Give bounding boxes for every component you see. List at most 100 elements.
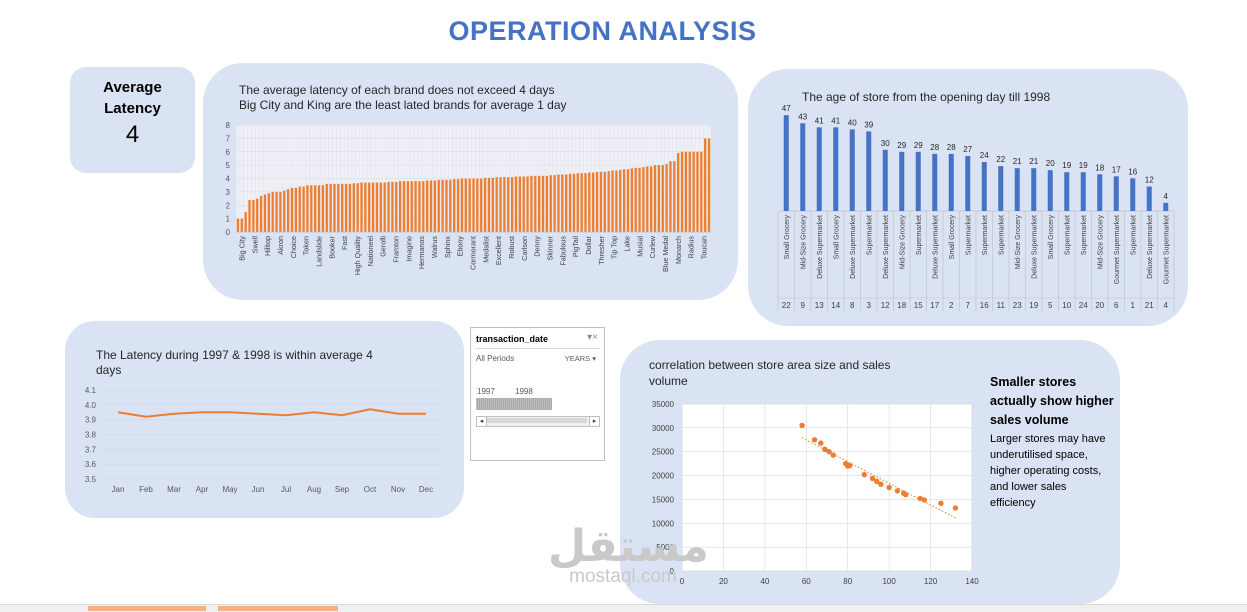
store-type-label: Mid-Size Grocery: [800, 215, 807, 270]
date-slicer[interactable]: transaction_date ▾× All Periods YEARS ▾ …: [470, 327, 605, 461]
y-tick-label: 7: [226, 134, 231, 143]
brand-bar: [499, 177, 502, 232]
slicer-selection-bar[interactable]: [476, 398, 552, 410]
x-tick-label: Robust: [507, 236, 516, 259]
scatter-point: [826, 449, 832, 455]
y-tick-label: 15000: [652, 495, 675, 504]
brand-bar: [410, 181, 413, 232]
scatter-point: [938, 500, 944, 506]
brand-bar: [248, 199, 251, 232]
sheet-tab[interactable]: [218, 606, 338, 611]
slicer-scrollbar[interactable]: ◂ ▸: [476, 416, 600, 427]
y-tick-label: 3.5: [85, 475, 97, 484]
store-type-label: Deluxe Supermarket: [932, 215, 939, 279]
age-bar: [1031, 168, 1037, 211]
age-bar: [866, 131, 872, 211]
x-tick-label: May: [222, 485, 237, 494]
sheet-tab[interactable]: [88, 606, 206, 611]
store-id-label: 12: [881, 301, 890, 310]
store-id-label: 13: [815, 301, 824, 310]
brand-bar: [321, 185, 325, 232]
age-data-label: 39: [864, 120, 873, 129]
brand-bar: [669, 161, 672, 232]
x-tick-label: Akron: [276, 236, 285, 255]
scatter-point: [952, 505, 959, 511]
store-type-label: Supermarket: [998, 215, 1005, 255]
age-chart-title: The age of store from the opening day ti…: [802, 90, 1051, 104]
x-tick-label: Monarch: [674, 236, 683, 264]
scatter-point: [822, 446, 828, 453]
age-bar: [1047, 170, 1053, 211]
x-tick-label: Dec: [419, 485, 433, 494]
brand-bar: [646, 166, 649, 232]
store-type-label: Mid-Size Grocery: [899, 215, 906, 270]
x-tick-label: Blue Medal: [661, 236, 670, 272]
store-type-label: Small Grocery: [1048, 215, 1055, 260]
x-tick-label: Feb: [139, 485, 153, 494]
brand-bar: [294, 187, 298, 232]
y-tick-label: 3: [226, 188, 231, 197]
x-tick-label: Aug: [307, 485, 321, 494]
age-bar: [998, 166, 1004, 211]
brand-bar: [456, 179, 460, 232]
brand-bar: [480, 178, 483, 232]
scroll-left-icon[interactable]: ◂: [476, 416, 487, 427]
store-id-label: 7: [966, 301, 971, 310]
slicer-year-1998[interactable]: 1998: [515, 387, 533, 396]
brand-bar: [426, 180, 429, 232]
brand-bar: [607, 171, 610, 232]
brand-bar: [422, 181, 425, 232]
brand-bar: [588, 172, 591, 232]
slicer-level-label: YEARS: [564, 354, 591, 363]
slicer-year-1997[interactable]: 1997: [477, 387, 495, 396]
age-data-label: 19: [1062, 161, 1071, 170]
brand-bar: [325, 183, 328, 232]
scatter-point: [830, 452, 836, 458]
brand-bar: [595, 171, 599, 232]
brand-bar: [298, 186, 301, 232]
age-bar: [882, 149, 888, 211]
x-tick-label: Fabulous: [558, 236, 567, 266]
brand-bar: [661, 165, 664, 232]
age-data-label: 28: [947, 143, 956, 152]
slicer-level-dropdown[interactable]: YEARS ▾: [565, 354, 596, 363]
scrollbar-thumb[interactable]: [487, 418, 587, 423]
store-type-label: Supermarket: [916, 215, 923, 255]
brand-bar: [267, 193, 270, 232]
brand-bar: [472, 178, 475, 232]
y-tick-label: 4.0: [85, 401, 97, 410]
insight-body: Larger stores may have underutilised spa…: [990, 433, 1106, 509]
brand-bar: [696, 151, 699, 232]
x-tick-label: Lake: [623, 236, 632, 252]
x-tick-label: Swell: [250, 236, 259, 254]
age-data-label: 17: [1112, 165, 1121, 174]
y-tick-label: 5: [226, 161, 231, 170]
x-tick-label: Hilltop: [263, 236, 272, 256]
brand-bar: [503, 177, 506, 232]
brand-bar: [337, 183, 340, 232]
x-tick-label: Dollar: [584, 235, 593, 254]
x-tick-label: Jan: [112, 485, 125, 494]
y-tick-label: 4: [226, 175, 231, 184]
x-tick-label: Toucan: [700, 236, 709, 259]
scroll-right-icon[interactable]: ▸: [589, 416, 600, 427]
store-id-label: 10: [1062, 301, 1071, 310]
brand-bar: [360, 182, 363, 232]
brand-bar: [673, 161, 676, 232]
age-bar: [981, 162, 987, 211]
brand-bar: [487, 177, 491, 232]
store-id-label: 21: [1145, 301, 1154, 310]
x-tick-label: Denny: [533, 236, 542, 257]
x-tick-label: 60: [802, 577, 811, 586]
age-bar: [849, 129, 855, 211]
brand-bar: [429, 180, 433, 232]
x-tick-label: Ebony: [456, 236, 465, 257]
store-id-label: 3: [867, 301, 872, 310]
clear-filter-icon[interactable]: ▾×: [587, 332, 598, 343]
watermark-latin: mostaql.com: [569, 566, 677, 587]
store-type-label: Small Grocery: [784, 215, 791, 260]
x-tick-label: Tip Top: [610, 236, 619, 259]
area-sales-scatter-chart: 0 5000 10000 15000 20000 25000 30000 35000 0 20 40…: [652, 400, 979, 586]
brand-bar: [677, 153, 680, 232]
brand-bar: [259, 195, 263, 232]
